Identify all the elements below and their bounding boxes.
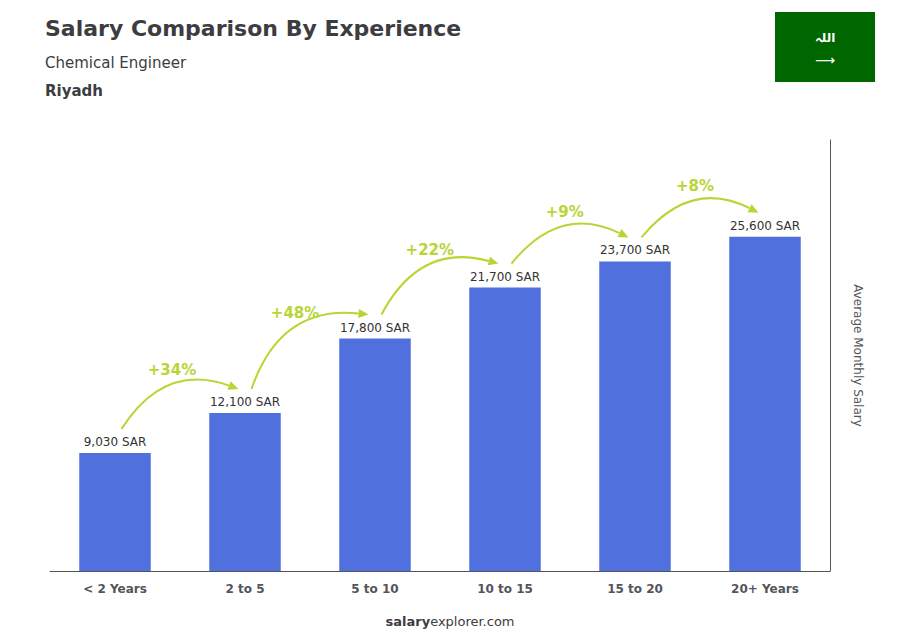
svg-text:اللہ: اللہ: [815, 31, 836, 45]
svg-text:+22%: +22%: [406, 241, 454, 259]
svg-text:+34%: +34%: [148, 361, 196, 379]
svg-text:21,700 SAR: 21,700 SAR: [470, 270, 540, 284]
svg-text:Chemical Engineer: Chemical Engineer: [45, 54, 187, 72]
svg-text:Riyadh: Riyadh: [45, 82, 103, 100]
svg-text:12,100 SAR: 12,100 SAR: [210, 395, 280, 409]
svg-text:+8%: +8%: [676, 177, 714, 195]
svg-text:10 to 15: 10 to 15: [477, 582, 533, 596]
svg-text:Average Monthly Salary: Average Monthly Salary: [851, 284, 865, 427]
svg-text:explorer.com: explorer.com: [430, 614, 514, 629]
svg-text:20+ Years: 20+ Years: [731, 582, 799, 596]
svg-text:2 to 5: 2 to 5: [225, 582, 264, 596]
svg-text:+9%: +9%: [546, 203, 584, 221]
svg-text:salary: salary: [385, 614, 430, 629]
svg-text:Salary Comparison By Experienc: Salary Comparison By Experience: [45, 16, 461, 41]
svg-text:23,700 SAR: 23,700 SAR: [600, 243, 670, 257]
svg-text:25,600 SAR: 25,600 SAR: [730, 219, 800, 233]
svg-text:⟶: ⟶: [815, 52, 835, 68]
svg-text:+48%: +48%: [271, 304, 319, 322]
svg-text:9,030 SAR: 9,030 SAR: [84, 435, 147, 449]
svg-text:17,800 SAR: 17,800 SAR: [340, 321, 410, 335]
svg-text:< 2 Years: < 2 Years: [83, 582, 147, 596]
svg-text:5 to 10: 5 to 10: [351, 582, 398, 596]
svg-text:15 to 20: 15 to 20: [607, 582, 663, 596]
